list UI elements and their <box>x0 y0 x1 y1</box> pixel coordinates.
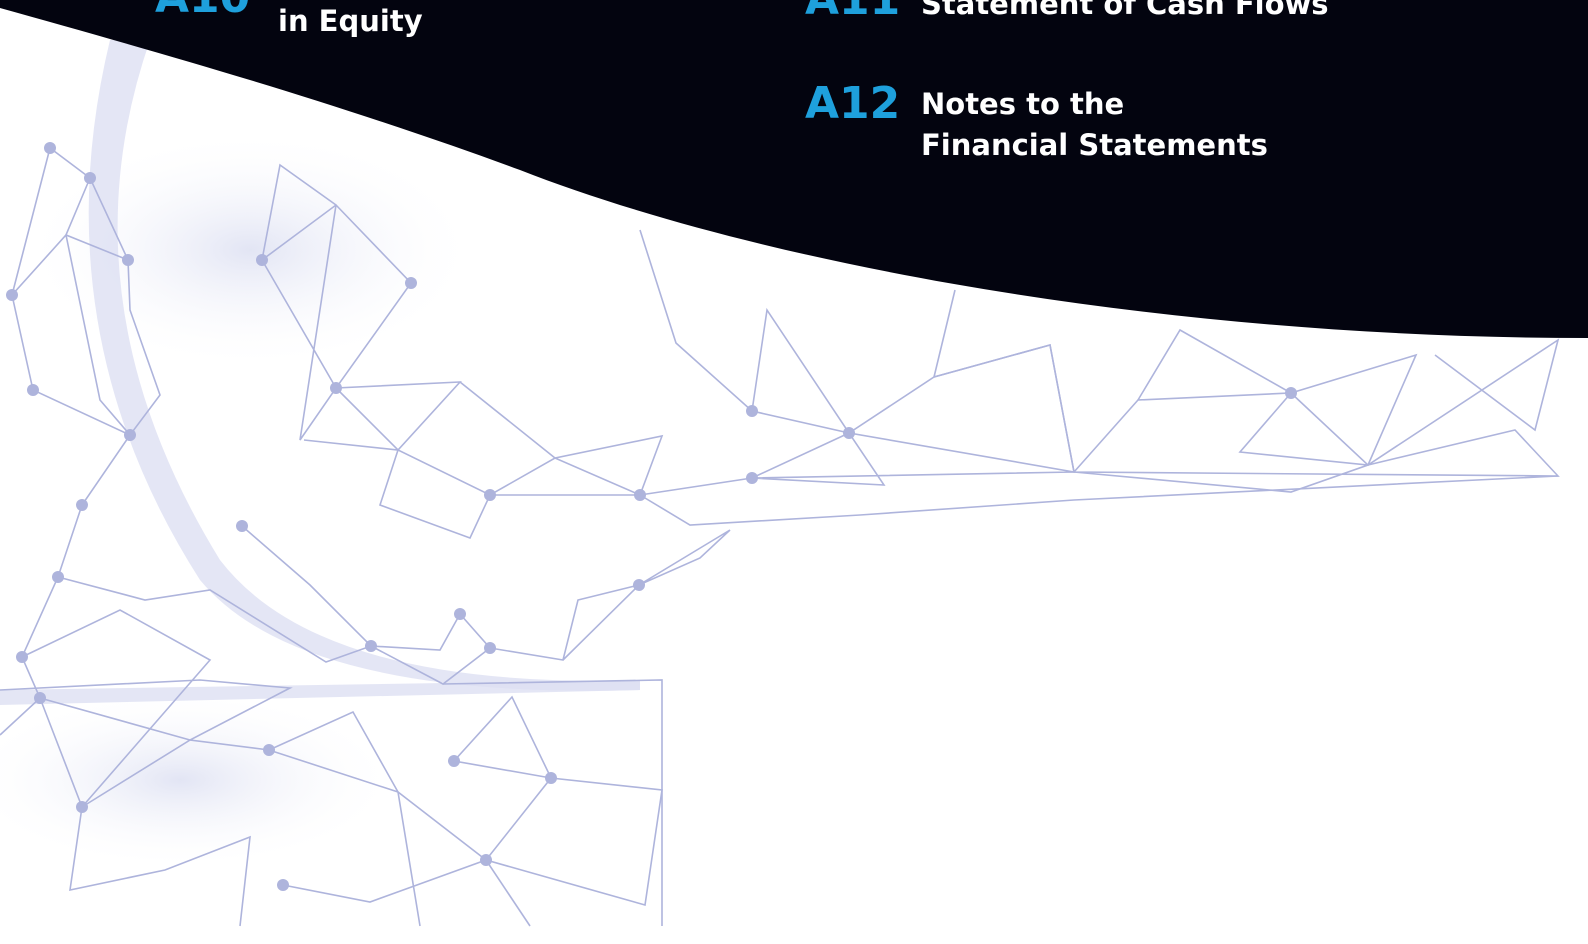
section-title: in Equity <box>278 4 423 38</box>
section-code: A11 <box>805 0 900 25</box>
section-title: Notes to the <box>921 87 1124 121</box>
contents-page: A10 in Equity A11 Statement of Cash Flow… <box>0 0 1588 944</box>
section-title: Financial Statements <box>921 128 1268 162</box>
section-code: A10 <box>155 0 250 23</box>
section-title: Statement of Cash Flows <box>921 0 1329 21</box>
section-code: A12 <box>805 78 900 129</box>
page: A10 in Equity A11 Statement of Cash Flow… <box>0 0 1588 944</box>
